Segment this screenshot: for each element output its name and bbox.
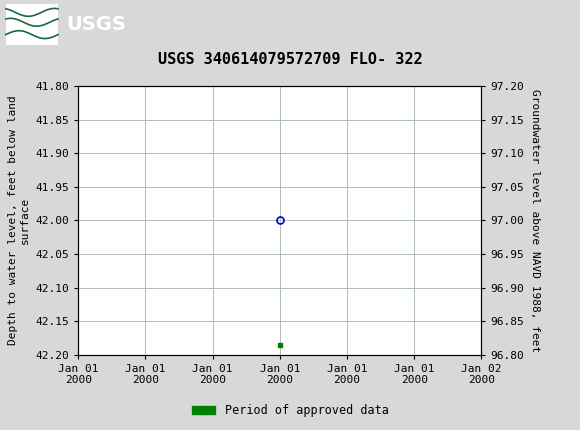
Y-axis label: Groundwater level above NAVD 1988, feet: Groundwater level above NAVD 1988, feet <box>530 89 540 352</box>
Text: USGS: USGS <box>67 15 126 34</box>
Legend: Period of approved data: Period of approved data <box>187 399 393 422</box>
FancyBboxPatch shape <box>6 4 58 46</box>
Text: USGS 340614079572709 FLO- 322: USGS 340614079572709 FLO- 322 <box>158 52 422 67</box>
Y-axis label: Depth to water level, feet below land
surface: Depth to water level, feet below land su… <box>8 95 30 345</box>
